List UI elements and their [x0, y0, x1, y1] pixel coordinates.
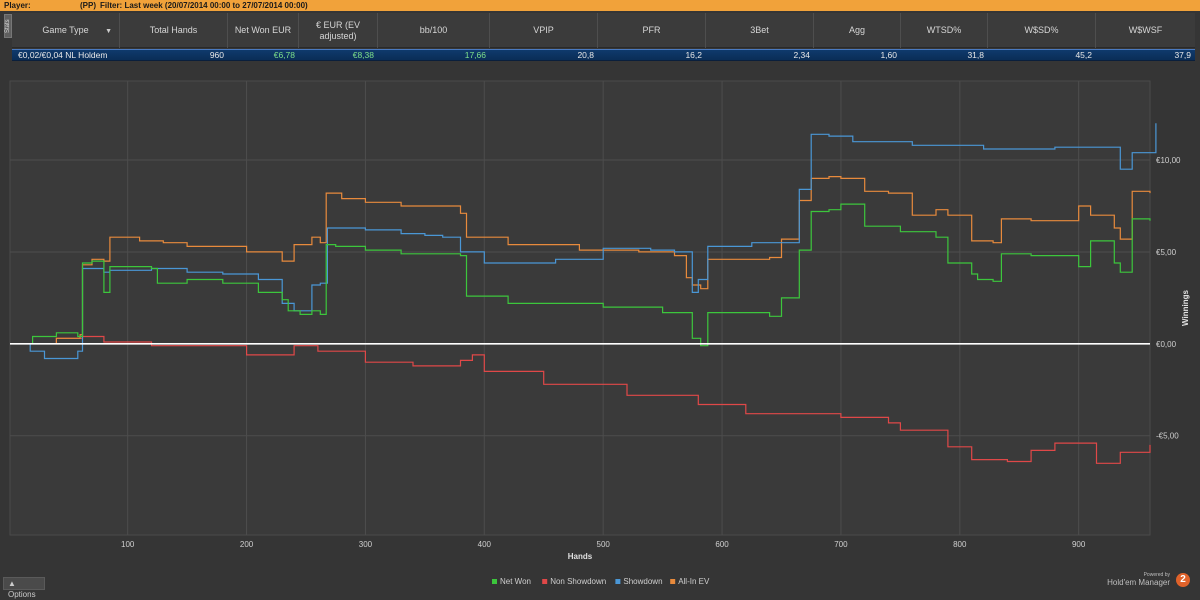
top-status-bar: Player: (PP) Filter: Last week (20/07/20… [0, 0, 1200, 11]
col-label: Total Hands [149, 25, 198, 35]
x-tick-label: 100 [121, 540, 135, 549]
legend-swatch [615, 579, 621, 584]
x-tick-label: 900 [1072, 540, 1086, 549]
x-tick-label: 300 [359, 540, 373, 549]
col-total-hands[interactable]: Total Hands [120, 13, 228, 48]
col-label: Game Type [42, 25, 89, 35]
y-tick-label: €5,00 [1156, 248, 1177, 257]
x-tick-label: 800 [953, 540, 967, 549]
series-line-non-showdown [10, 335, 1151, 464]
col-agg[interactable]: Agg [814, 13, 901, 48]
filter-text[interactable]: Filter: Last week (20/07/2014 00:00 to 2… [100, 1, 308, 10]
col-label: W$SD% [1024, 25, 1059, 35]
col-label: 3Bet [750, 25, 769, 35]
cell-bb100: 17,66 [464, 50, 486, 60]
cell-game-type: €0,02/€0,04 NL Holdem [18, 50, 108, 60]
options-button[interactable]: ▲ Options [3, 577, 45, 599]
cell-net-won: €6,78 [273, 50, 295, 60]
cell-pfr: 16,2 [685, 50, 702, 60]
cell-total-hands: 960 [209, 50, 224, 60]
col-wsd[interactable]: W$SD% [988, 13, 1096, 48]
x-tick-label: 500 [597, 540, 611, 549]
x-axis-label: Hands [568, 552, 593, 561]
cell-wsd: 45,2 [1075, 50, 1092, 60]
col-pfr[interactable]: PFR [598, 13, 706, 48]
legend-label: Non Showdown [550, 577, 606, 586]
col-label: W$WSF [1128, 25, 1163, 35]
series-line-showdown [10, 123, 1157, 360]
y-tick-label: €0,00 [1156, 340, 1177, 349]
col-label: PFR [642, 25, 661, 35]
legend-swatch [492, 579, 497, 584]
chevron-down-icon[interactable]: ▼ [105, 28, 112, 35]
legend-swatch [542, 579, 548, 584]
legend-label: All-In EV [678, 577, 710, 586]
cell-vpip: 20,8 [577, 50, 594, 60]
col-label: Agg [848, 25, 865, 35]
legend-label: Showdown [623, 577, 662, 586]
brand-block: Powered by Hold'em Manager [1107, 572, 1170, 588]
col-3bet[interactable]: 3Bet [706, 13, 814, 48]
cell-3bet: 2,34 [793, 50, 810, 60]
legend-label: Net Won [500, 577, 531, 586]
brand-name: Hold'em Manager [1107, 578, 1170, 587]
stats-tab[interactable]: Stats [4, 14, 12, 38]
player-value: (PP) [80, 1, 96, 10]
y-axis-label: Winnings [1181, 289, 1190, 325]
cell-wwsf: 37,9 [1174, 50, 1191, 60]
stats-table-header: Game Type ▼ Total Hands Net Won EUR € EU… [12, 13, 1195, 48]
col-wtsd[interactable]: WTSD% [901, 13, 988, 48]
cell-agg: 1,60 [880, 50, 897, 60]
player-label: Player: [4, 1, 31, 10]
y-tick-label: -€5,00 [1156, 432, 1179, 441]
col-wwsf[interactable]: W$WSF [1096, 13, 1195, 48]
hem2-logo-icon: 2 [1176, 573, 1190, 587]
col-bb100[interactable]: bb/100 [378, 13, 490, 48]
y-tick-label: €10,00 [1156, 156, 1181, 165]
x-tick-label: 400 [478, 540, 492, 549]
x-tick-label: 700 [834, 540, 848, 549]
col-label: VPIP [533, 25, 554, 35]
col-label: bb/100 [419, 25, 448, 35]
winnings-chart: 100 200 300 400 500 600 700 800 900 €10,00 €5,00 €0… [0, 63, 1200, 595]
col-net-won[interactable]: Net Won EUR [228, 13, 299, 48]
col-ev-adjusted[interactable]: € EUR (EV adjusted) [299, 13, 378, 48]
powered-by-text: Powered by [1143, 572, 1170, 578]
x-tick-label: 200 [240, 540, 254, 549]
winnings-chart-svg: 100 200 300 400 500 600 700 800 900 €10,00 €5,00 €0… [9, 80, 1190, 586]
series-line-net-won [10, 203, 1151, 347]
plot-area [9, 80, 1151, 536]
cell-ev-adjusted: €8,38 [352, 50, 374, 60]
col-label: Net Won EUR [234, 25, 292, 35]
col-game-type[interactable]: Game Type ▼ [12, 13, 120, 48]
table-row[interactable]: €0,02/€0,04 NL Holdem 960 €6,78 €8,38 17… [12, 49, 1195, 61]
legend-swatch [670, 579, 676, 584]
col-label: WTSD% [926, 25, 962, 35]
cell-wtsd: 31,8 [967, 50, 984, 60]
series-line-all-in-ev [10, 176, 1151, 345]
col-label: € EUR (EV adjusted) [315, 19, 360, 41]
x-tick-label: 600 [715, 540, 729, 549]
col-vpip[interactable]: VPIP [490, 13, 598, 48]
